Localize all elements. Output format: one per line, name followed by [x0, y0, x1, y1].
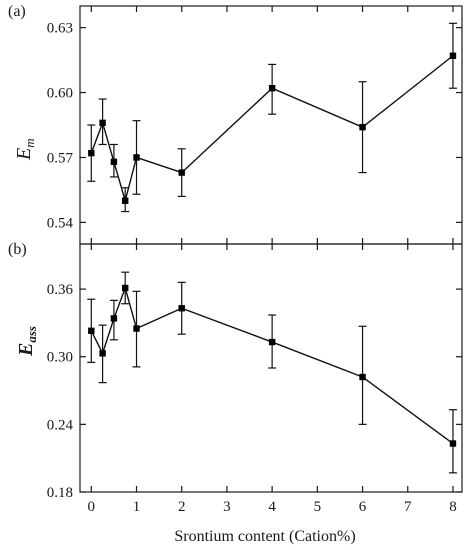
panel-b-frame — [79, 243, 463, 493]
panel-b-ylabel-sub: ass — [24, 326, 39, 343]
panel-b-xtick-labels: 0 1 2 3 4 5 6 7 8 — [88, 499, 457, 515]
panel-b-data-point — [268, 338, 276, 346]
panel-b-data-point — [88, 327, 95, 334]
panel-b-ylabel-main: E — [15, 343, 37, 357]
panel-a-data-point — [449, 52, 457, 59]
panel-a-data-point — [178, 169, 185, 176]
panel-b-data-point — [110, 315, 118, 322]
panel-a-ytick-label: 0.60 — [47, 86, 73, 102]
panel-b-xtick-label: 8 — [449, 499, 457, 515]
panel-b-xtick-label: 1 — [133, 499, 141, 515]
panel-b: (b) Eass 0.18 0.24 0.30 0.36 0 1 2 3 4 5 6 7 8 Sron… — [8, 241, 463, 545]
panel-b-xtick-label: 2 — [178, 499, 186, 515]
panel-a-data-point — [268, 85, 276, 92]
panel-b-xtick-label: 6 — [359, 499, 367, 515]
panel-b-xtick-label: 4 — [268, 499, 276, 515]
panel-a-frame — [79, 5, 463, 245]
panel-b-data-point — [99, 350, 106, 357]
panel-a-ylabel: Em — [13, 138, 37, 161]
panel-a-ytick-labels: 0.54 0.57 0.60 0.63 — [47, 21, 74, 232]
panel-b-ytick-label: 0.36 — [47, 282, 74, 298]
panel-b-ytick-label: 0.18 — [47, 485, 73, 501]
panel-a-ytick-label: 0.57 — [47, 150, 74, 166]
panel-b-data-point — [122, 284, 129, 292]
panel-a-data-point — [88, 149, 95, 157]
panel-a-ytick-label: 0.54 — [47, 215, 74, 231]
panel-a-data-point — [99, 119, 106, 127]
panel-a-data-point — [359, 123, 366, 131]
panel-b-ytick-labels: 0.18 0.24 0.30 0.36 — [47, 282, 74, 501]
panel-b-xtick-label: 5 — [314, 499, 322, 515]
panel-b-xtick-label: 0 — [88, 499, 96, 515]
panel-a-data-point — [110, 158, 118, 165]
panel-b-label: (b) — [8, 241, 27, 258]
panel-a-label: (a) — [8, 3, 26, 20]
panel-b-ylabel: Eass — [15, 326, 39, 357]
panel-a-plot-area — [79, 5, 463, 245]
panel-b-xtick-label: 7 — [404, 499, 412, 515]
x-axis-title: Srontium content (Cation%) — [174, 528, 355, 545]
panel-b-xtick-label: 3 — [223, 499, 231, 515]
panel-b-data-point — [359, 373, 366, 381]
panel-a: (a) Em 0.54 0.57 0.60 0.63 — [8, 3, 463, 245]
panel-b-ytick-label: 0.24 — [47, 417, 74, 433]
panel-a-data-point — [133, 154, 140, 161]
panel-a-ylabel-main: E — [13, 148, 35, 161]
panel-b-data-point — [133, 325, 140, 332]
panel-a-ytick-label: 0.63 — [47, 21, 73, 37]
panel-a-data-point — [122, 197, 129, 204]
panel-b-data-point — [178, 305, 185, 312]
panel-a-ylabel-sub: m — [22, 138, 37, 147]
panel-b-plot-area — [79, 243, 463, 493]
panel-b-ytick-label: 0.30 — [47, 350, 73, 366]
panel-b-data-point — [449, 440, 457, 447]
